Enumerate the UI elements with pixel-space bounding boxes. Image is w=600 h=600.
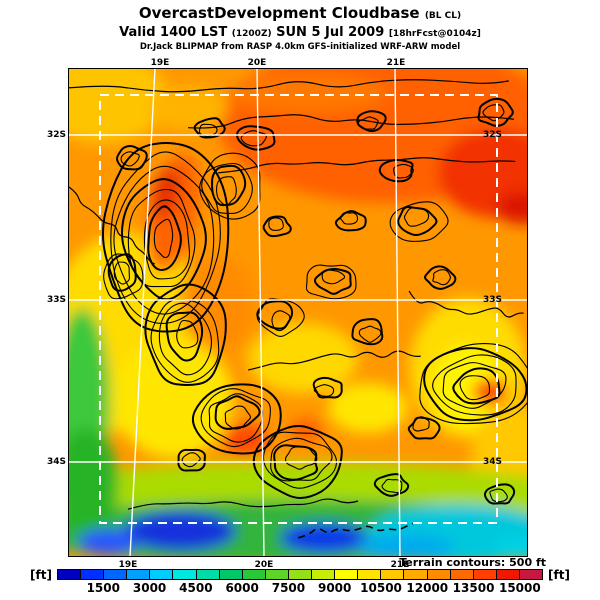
lat-label-left-32s: 32S (46, 130, 66, 140)
valid-date: SUN 5 Jul 2009 (276, 25, 385, 40)
colorbar-tick: 13500 (452, 581, 495, 595)
colorbar-cell (81, 570, 105, 579)
colorbar-cell (219, 570, 243, 579)
colorbar-cell (404, 570, 428, 579)
colorbar-cell (242, 570, 266, 579)
colorbar-cell (265, 570, 289, 579)
colorbar-cell (288, 570, 313, 579)
colorbar-cell (173, 570, 197, 579)
colorbar-cell (473, 570, 497, 579)
lon-label-top-19e: 19E (150, 58, 170, 68)
forecast-map (68, 68, 528, 557)
lon-label-bottom-20e: 20E (254, 560, 274, 570)
parameter-code: (BL CL) (424, 11, 462, 21)
colorbar-tick: 12000 (406, 581, 449, 595)
colorbar-cell (104, 570, 128, 579)
valid-zulu: (1200Z) (231, 29, 272, 39)
lat-label-right-33s: 33S (483, 295, 503, 305)
page-title-line: OvercastDevelopment Cloudbase (BL CL) (0, 5, 600, 25)
lat-label-left-34s: 34S (46, 457, 66, 467)
colorbar-tick: 6000 (225, 581, 259, 595)
valid-time: Valid 1400 LST (119, 25, 228, 40)
colorbar-cell (58, 570, 82, 579)
colorbar-tick: 4500 (179, 581, 213, 595)
lon-label-top-20e: 20E (247, 58, 267, 68)
colorbar-tick: 1500 (86, 581, 120, 595)
colorbar-cell (381, 570, 405, 579)
colorbar-unit-left: [ft] (30, 568, 52, 582)
colorbar-tick-labels: 1500 3000 4500 6000 7500 9000 10500 1200… (57, 581, 543, 595)
colorbar-cell (450, 570, 474, 579)
lat-label-left-33s: 33S (46, 295, 66, 305)
colorbar-unit-right: [ft] (548, 568, 570, 582)
lon-label-bottom-21e: 21E (390, 560, 410, 570)
model-credit-line: Dr.Jack BLIPMAP from RASP 4.0km GFS-init… (139, 42, 461, 52)
colorbar-cell (196, 570, 220, 579)
valid-time-line: Valid 1400 LST (1200Z) SUN 5 Jul 2009 [1… (0, 25, 600, 42)
colorbar-tick: 9000 (317, 581, 352, 595)
colorbar-cell (358, 570, 382, 579)
lon-label-bottom-19e: 19E (118, 560, 138, 570)
map-title-block: OvercastDevelopment Cloudbase (BL CL) Va… (0, 5, 600, 53)
colorbar-tick: 3000 (132, 581, 167, 595)
colorbar-cell (335, 570, 359, 579)
colorbar-cell (150, 570, 174, 579)
colorbar-tick: 7500 (271, 581, 306, 595)
colorbar-cell (496, 570, 520, 579)
lat-label-right-32s: 32S (483, 130, 503, 140)
colorbar (57, 569, 543, 580)
colorbar-tick: 15000 (498, 581, 541, 595)
colorbar-cell (519, 570, 542, 579)
forecast-cycle: [18hrFcst@0104z] (388, 29, 481, 39)
terrain-contour-note: Terrain contours: 500 ft (399, 556, 546, 569)
colorbar-cell (427, 570, 451, 579)
lat-label-right-34s: 34S (483, 457, 503, 467)
colorbar-cell (127, 570, 151, 579)
colorbar-tick: 10500 (360, 581, 402, 595)
lon-label-top-21e: 21E (386, 58, 406, 68)
colorbar-cell (312, 570, 336, 579)
page-title: OvercastDevelopment Cloudbase (138, 4, 420, 22)
